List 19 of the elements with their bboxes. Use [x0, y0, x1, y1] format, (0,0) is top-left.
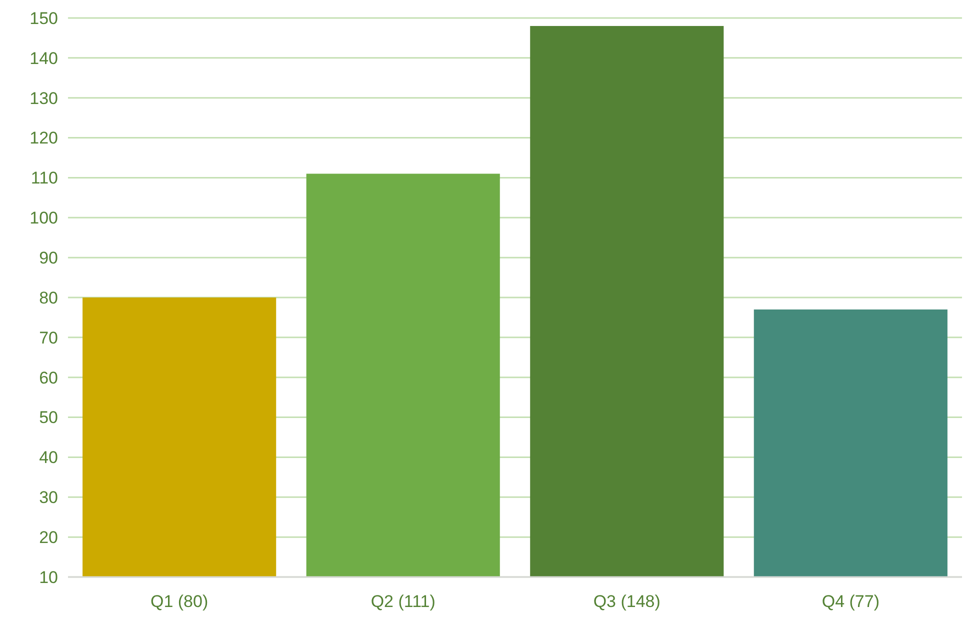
y-tick-label: 80	[39, 288, 58, 308]
x-tick-label: Q2 (111)	[370, 592, 436, 611]
y-tick-label: 30	[39, 488, 58, 508]
y-tick-label: 50	[39, 408, 58, 428]
y-tick-label: 110	[30, 168, 58, 188]
y-tick-label: 90	[39, 248, 58, 268]
x-tick-label: Q3 (148)	[593, 592, 660, 611]
y-tick-label: 120	[30, 128, 58, 148]
y-tick-label: 130	[30, 88, 58, 108]
y-tick-label: 140	[30, 48, 58, 68]
y-tick-label: 100	[30, 208, 58, 228]
x-tick-label: Q1 (80)	[150, 592, 208, 611]
y-tick-label: 150	[30, 8, 58, 28]
y-tick-label: 40	[39, 448, 58, 468]
y-tick-label: 10	[39, 568, 58, 587]
y-tick-label: 60	[39, 368, 58, 388]
x-tick-label: Q4 (77)	[822, 592, 880, 611]
y-tick-label: 70	[39, 328, 58, 348]
y-tick-label: 20	[39, 528, 58, 548]
